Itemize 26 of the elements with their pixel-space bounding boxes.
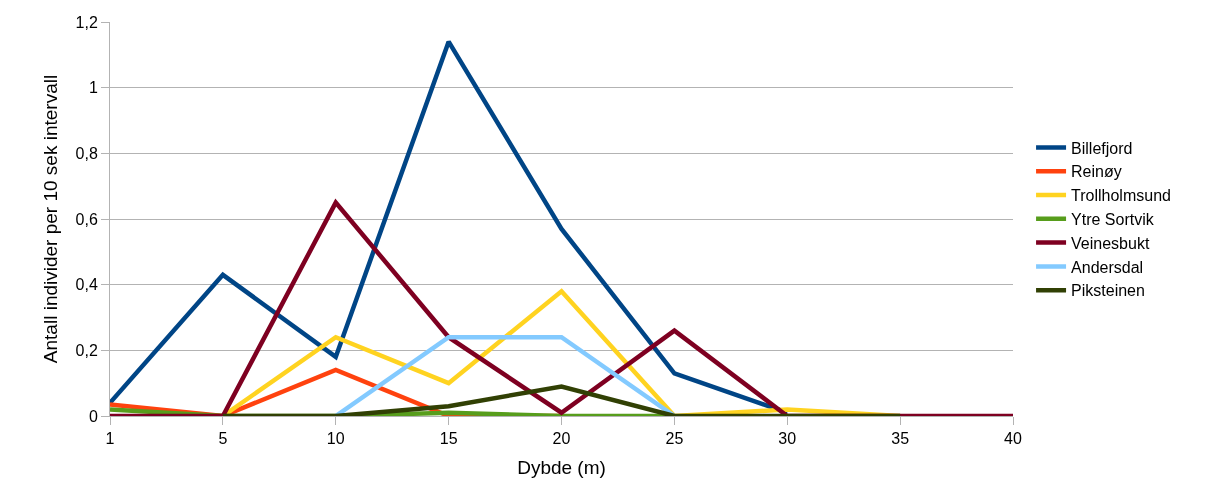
x-tick-label: 5 bbox=[218, 430, 228, 448]
y-tick-label: 0,6 bbox=[75, 210, 98, 228]
x-tick-label: 25 bbox=[665, 430, 684, 448]
legend-label: Veinesbukt bbox=[1071, 234, 1150, 252]
x-tick-label: 35 bbox=[891, 430, 910, 448]
y-tick-label: 0 bbox=[88, 407, 98, 425]
y-tick-label: 0,4 bbox=[75, 276, 98, 294]
x-tick-label: 30 bbox=[778, 430, 797, 448]
line-series bbox=[110, 39, 790, 415]
x-tick-label: 1 bbox=[105, 430, 115, 448]
x-tick-label: 15 bbox=[439, 430, 458, 448]
x-axis-title: Dybde (m) bbox=[517, 457, 606, 478]
y-tick-label: 0,8 bbox=[75, 144, 98, 162]
legend-label: Billefjord bbox=[1071, 139, 1133, 157]
x-tick-label: 10 bbox=[326, 430, 345, 448]
legend-label: Ytre Sortvik bbox=[1071, 211, 1155, 229]
y-tick-label: 1 bbox=[88, 79, 98, 97]
legend-label: Reinøy bbox=[1071, 163, 1122, 181]
y-tick-label: 1,2 bbox=[75, 13, 98, 31]
y-axis-title: Antall individer per 10 sek intervall bbox=[40, 74, 62, 364]
legend-label: Piksteinen bbox=[1071, 282, 1145, 300]
legend-label: Trollholmsund bbox=[1071, 187, 1171, 205]
legend-label: Andersdal bbox=[1071, 258, 1144, 276]
x-tick-label: 20 bbox=[552, 430, 571, 448]
x-tick-label: 40 bbox=[1004, 430, 1022, 448]
y-tick-label: 0,2 bbox=[75, 341, 98, 359]
